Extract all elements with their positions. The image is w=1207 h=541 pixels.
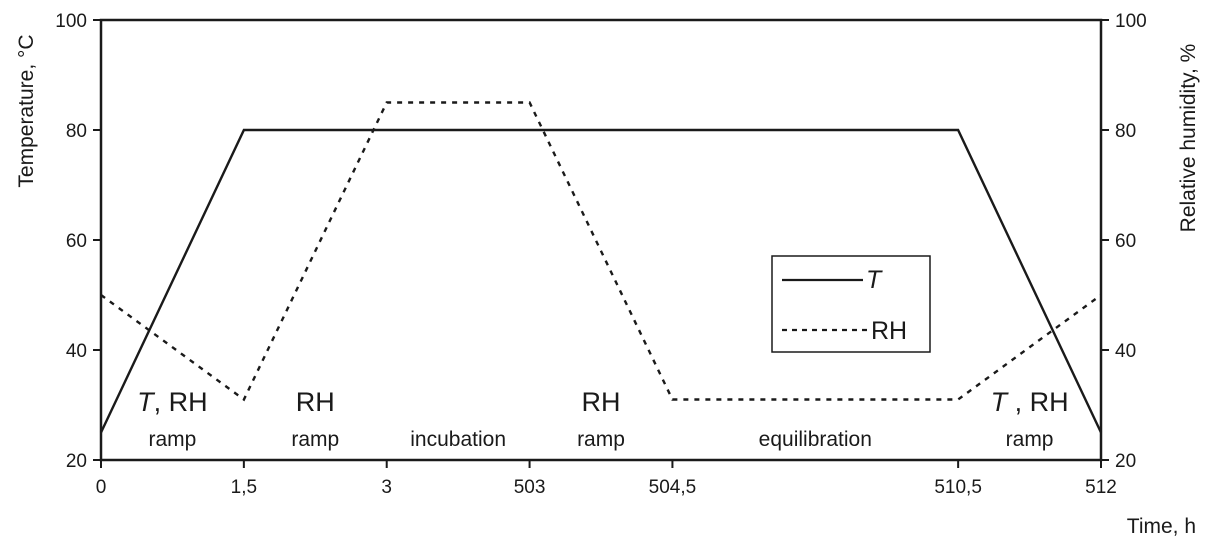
phase-label-0: ramp <box>148 428 196 451</box>
x-axis-title: Time, h <box>1127 515 1196 538</box>
x-tick-label-6: 512 <box>1085 477 1117 498</box>
x-tick-label-0: 0 <box>96 477 107 498</box>
x-tick-label-3: 503 <box>514 477 546 498</box>
axis-ticks: 20 40 60 80 100 20 40 60 80 100 0 1,5 3 503 504,5 510,5… <box>55 11 1146 498</box>
x-tick-label-5: 510,5 <box>934 477 982 498</box>
y-tick-label-right-20: 20 <box>1115 451 1136 472</box>
phase-label-4: equilibration <box>759 428 872 451</box>
phase-symbol-1: RH <box>296 387 335 417</box>
legend-label-rh: RH <box>871 317 907 345</box>
series-layer <box>99 101 1103 434</box>
phase-label-2: incubation <box>410 428 506 451</box>
legend: T RH <box>771 255 931 353</box>
y-tick-label-left-80: 80 <box>66 121 87 142</box>
y-tick-label-right-100: 100 <box>1115 11 1147 32</box>
y-tick-label-left-100: 100 <box>55 11 87 32</box>
y-tick-label-right-40: 40 <box>1115 341 1136 362</box>
phase-label-1: ramp <box>291 428 339 451</box>
x-tick-label-1: 1,5 <box>231 477 257 498</box>
phase-symbol-5: T , RH <box>991 387 1069 417</box>
y-axis-title-right: Relative humidity, % <box>1177 44 1200 233</box>
x-tick-label-4: 504,5 <box>649 477 697 498</box>
phase-symbol-3: RH <box>582 387 621 417</box>
legend-label-t: T <box>866 266 883 294</box>
y-tick-label-right-80: 80 <box>1115 121 1136 142</box>
phase-label-5: ramp <box>1006 428 1054 451</box>
y-tick-label-left-40: 40 <box>66 341 87 362</box>
series-line-t <box>99 128 1103 434</box>
y-tick-label-left-60: 60 <box>66 231 87 252</box>
phase-symbol-0: T, RH <box>137 387 208 417</box>
y-tick-label-right-60: 60 <box>1115 231 1136 252</box>
series-line-rh <box>100 101 1102 402</box>
x-tick-label-2: 3 <box>381 477 392 498</box>
legend-box <box>771 255 931 353</box>
phase-label-3: ramp <box>577 428 625 451</box>
phase-labels: T, RH ramp RH ramp incubation RH ramp equilibra… <box>137 387 1068 451</box>
y-axis-title-left: Temperature, °C <box>15 34 38 187</box>
y-tick-label-left-20: 20 <box>66 451 87 472</box>
